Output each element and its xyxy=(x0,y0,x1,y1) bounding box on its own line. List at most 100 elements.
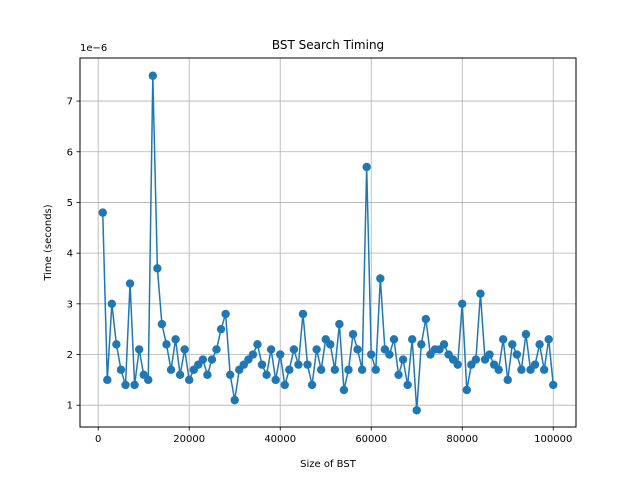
data-point xyxy=(521,330,531,339)
data-point xyxy=(421,314,431,324)
data-point xyxy=(348,330,358,339)
chart-title: BST Search Timing xyxy=(272,38,384,52)
data-point xyxy=(535,340,544,349)
data-point xyxy=(225,370,235,379)
data-point xyxy=(112,340,121,349)
data-point xyxy=(498,335,508,344)
y-tick-label: 2 xyxy=(67,350,73,361)
y-tick-label: 1 xyxy=(67,401,73,412)
data-point xyxy=(221,309,230,319)
data-point xyxy=(512,350,522,359)
data-point xyxy=(462,385,471,395)
y-tick-label: 7 xyxy=(67,97,73,108)
data-point xyxy=(517,365,526,374)
data-point xyxy=(153,264,162,273)
data-point xyxy=(508,340,517,349)
x-tick-label: 20000 xyxy=(173,434,205,445)
x-tick-label: 100000 xyxy=(534,434,572,445)
data-point xyxy=(476,289,485,298)
data-point xyxy=(403,380,412,390)
data-point xyxy=(471,355,481,364)
y-tick-label: 3 xyxy=(67,299,73,310)
data-point xyxy=(216,324,226,334)
data-point xyxy=(367,350,376,359)
y-tick-label: 4 xyxy=(67,249,73,260)
x-tick-label: 40000 xyxy=(264,434,296,445)
data-point xyxy=(280,380,289,390)
y-offset-label: 1e−6 xyxy=(80,43,107,54)
data-point xyxy=(266,345,276,354)
data-point xyxy=(453,360,462,369)
x-tick-label: 80000 xyxy=(446,434,478,445)
data-point xyxy=(530,360,540,369)
data-point xyxy=(285,365,294,374)
data-point xyxy=(407,335,417,344)
data-point xyxy=(353,345,362,354)
data-point xyxy=(148,71,158,80)
data-point xyxy=(316,365,326,374)
data-point xyxy=(330,365,340,374)
data-point xyxy=(103,375,112,385)
data-point xyxy=(180,345,189,354)
data-point xyxy=(121,380,130,390)
data-point xyxy=(307,380,317,390)
data-point xyxy=(98,208,107,217)
data-point xyxy=(394,370,403,379)
data-point xyxy=(539,365,549,374)
y-axis: 1 2 3 4 5 6 7 xyxy=(67,97,80,412)
data-point xyxy=(335,319,344,329)
data-point xyxy=(253,340,262,349)
data-point xyxy=(257,360,267,369)
data-point xyxy=(312,345,321,354)
data-point xyxy=(276,350,285,359)
series-points xyxy=(98,71,558,415)
data-point xyxy=(203,370,212,379)
data-point xyxy=(185,375,194,385)
data-point xyxy=(339,385,349,395)
data-point xyxy=(162,340,171,349)
data-point xyxy=(549,380,558,390)
x-tick-label: 0 xyxy=(95,434,101,445)
data-point xyxy=(412,406,421,415)
x-axis-label: Size of BST xyxy=(300,459,357,470)
data-point xyxy=(207,355,217,364)
data-point xyxy=(503,375,512,385)
data-point xyxy=(166,365,176,374)
data-point xyxy=(485,350,494,359)
data-point xyxy=(371,365,380,374)
data-point xyxy=(144,375,153,385)
grid xyxy=(80,58,576,427)
data-point xyxy=(262,370,271,379)
data-point xyxy=(389,335,399,344)
y-axis-label: Time (seconds) xyxy=(43,204,54,281)
data-point xyxy=(157,319,167,329)
data-point xyxy=(294,360,303,369)
y-tick-label: 5 xyxy=(67,198,73,209)
data-point xyxy=(134,345,144,354)
data-point xyxy=(298,309,308,319)
data-point xyxy=(230,395,239,405)
data-point xyxy=(248,350,258,359)
data-point xyxy=(544,335,553,344)
y-tick-label: 6 xyxy=(67,147,73,158)
data-point xyxy=(362,162,371,172)
data-point xyxy=(289,345,299,354)
plot-frame xyxy=(79,57,577,428)
data-point xyxy=(326,340,335,349)
data-point xyxy=(344,365,353,374)
data-point xyxy=(125,279,135,288)
data-point xyxy=(198,355,208,364)
data-point xyxy=(385,350,394,359)
data-point xyxy=(212,345,221,354)
data-point xyxy=(376,274,385,283)
data-point xyxy=(175,370,185,379)
data-point xyxy=(417,340,426,349)
data-point xyxy=(116,365,126,374)
data-point xyxy=(398,355,408,364)
data-point xyxy=(458,299,467,309)
data-point xyxy=(357,365,367,374)
data-point xyxy=(130,380,139,390)
data-point xyxy=(107,299,117,309)
